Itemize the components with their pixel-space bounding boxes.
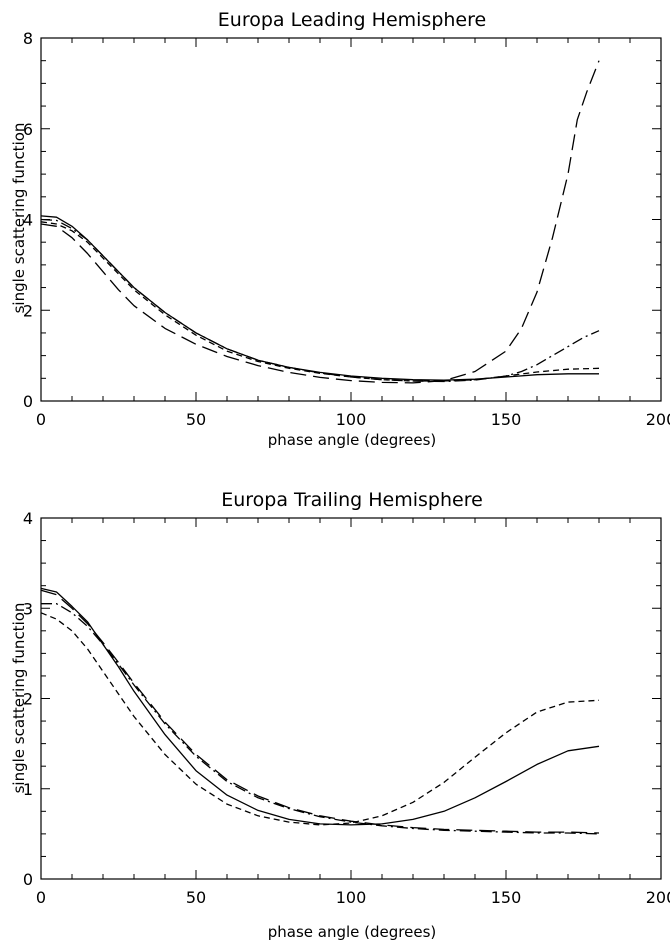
- trailing-y-tick-label: 0: [23, 870, 33, 889]
- leading-x-tick-label: 50: [186, 410, 206, 429]
- trailing-x-tick-label: 0: [36, 888, 46, 907]
- trailing-y-tick-label: 4: [23, 509, 33, 528]
- leading-y-tick-label: 0: [23, 392, 33, 411]
- trailing-hemisphere-title: Europa Trailing Hemisphere: [221, 489, 483, 511]
- trailing-series-dash-dot-line: [41, 603, 600, 835]
- trailing-x-tick-label: 200: [646, 888, 670, 907]
- leading-hemisphere-title: Europa Leading Hemisphere: [218, 9, 486, 31]
- leading-y-tick-label: 4: [23, 211, 33, 230]
- trailing-x-tick-label: 100: [336, 888, 367, 907]
- trailing-series: [40, 587, 600, 835]
- leading-y-axis-label: single scattering function: [10, 123, 28, 314]
- leading-series: [40, 60, 600, 384]
- trailing-y-axis-label: single scattering function: [10, 603, 28, 794]
- leading-y-tick-label: 8: [23, 29, 33, 48]
- leading-x-tick-label: 150: [491, 410, 522, 429]
- leading-x-tick-label: 200: [646, 410, 670, 429]
- trailing-series-short-dash-line: [40, 612, 600, 826]
- leading-series-short-dash-line: [40, 221, 600, 382]
- trailing-y-tick-label: 3: [23, 599, 33, 618]
- trailing-series-long-dash-line: [40, 589, 600, 834]
- trailing-x-ticks: 0 50 100 150 200: [36, 518, 670, 907]
- leading-series-dash-dot-line: [40, 218, 600, 383]
- leading-series-long-dash-line: [40, 60, 600, 384]
- trailing-x-tick-label: 50: [186, 888, 206, 907]
- leading-x-tick-label: 100: [336, 410, 367, 429]
- leading-hemisphere-panel: Europa Leading Hemisphere 0 50 100 150 200 0…: [10, 9, 670, 449]
- trailing-x-tick-label: 150: [491, 888, 522, 907]
- leading-y-tick-label: 6: [23, 120, 33, 139]
- trailing-y-tick-label: 1: [23, 780, 33, 799]
- leading-series-solid-line: [40, 215, 599, 381]
- trailing-hemisphere-panel: Europa Trailing Hemisphere 0 50 100 150 20 0 …: [10, 489, 670, 941]
- leading-x-ticks: 0 50 100 150 200: [36, 38, 670, 429]
- trailing-y-ticks: 0 1 2 3 4: [23, 509, 661, 889]
- leading-x-tick-label: 0: [36, 410, 46, 429]
- trailing-y-tick-label: 2: [23, 690, 33, 709]
- leading-y-ticks: 0 2 4 6 8: [23, 29, 661, 411]
- trailing-x-axis-label: phase angle (degrees): [268, 923, 437, 941]
- leading-x-axis-label: phase angle (degrees): [268, 431, 437, 449]
- trailing-series-solid-line: [40, 587, 600, 826]
- leading-y-tick-label: 2: [23, 301, 33, 320]
